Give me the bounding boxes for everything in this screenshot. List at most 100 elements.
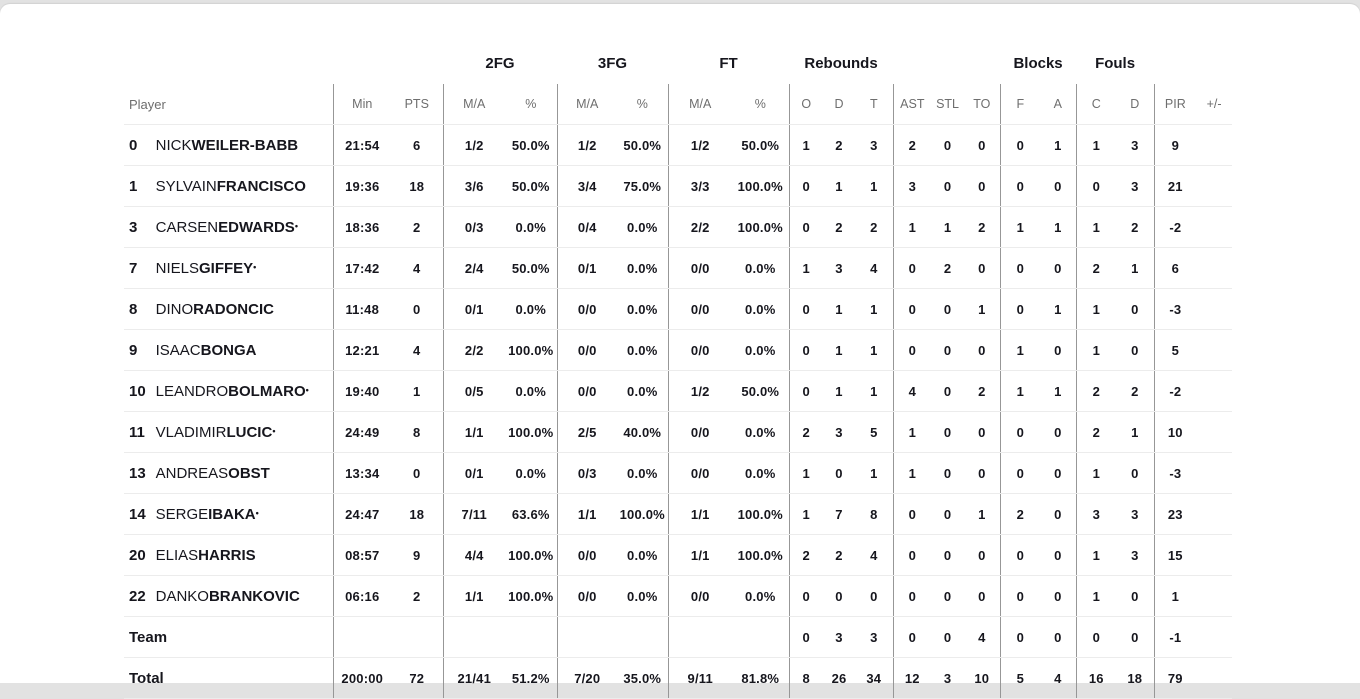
stat-reb-t: 5 bbox=[855, 411, 894, 453]
stat-reb-o: 0 bbox=[788, 616, 824, 658]
player-first-name: LEANDRO bbox=[155, 382, 229, 400]
stat-3fg-pct: 35.0% bbox=[617, 657, 668, 699]
stat-min: 200:00 bbox=[332, 657, 391, 699]
starter-marker: • bbox=[253, 261, 257, 272]
player-last-name: GIFFEY bbox=[198, 259, 254, 277]
player-first-name: ANDREAS bbox=[155, 464, 229, 482]
stat-pts: 4 bbox=[391, 329, 443, 371]
stat-plusminus bbox=[1196, 165, 1233, 207]
starter-marker: • bbox=[255, 507, 259, 518]
stat-2fg-pct: 51.2% bbox=[505, 657, 557, 699]
stat-pir: -2 bbox=[1153, 206, 1197, 248]
stat-blk-f: 0 bbox=[999, 288, 1041, 330]
stat-stl: 0 bbox=[931, 616, 965, 658]
stat-2fg-pct: 50.0% bbox=[505, 124, 557, 166]
stat-2fg-ma: 1/2 bbox=[442, 124, 505, 166]
stat-reb-t: 1 bbox=[855, 329, 894, 371]
player-cell: 14 SERGEIBAKA• bbox=[124, 493, 333, 535]
stat-reb-o: 1 bbox=[788, 452, 824, 494]
stat-blk-a: 0 bbox=[1040, 411, 1077, 453]
table-row: 8 DINORADONCIC 11:48 0 0/1 0.0% 0/0 0.0%… bbox=[124, 288, 1233, 330]
stat-ft-pct: 50.0% bbox=[732, 124, 790, 166]
stat-2fg-ma: 1/1 bbox=[442, 411, 505, 453]
stat-3fg-pct: 40.0% bbox=[617, 411, 668, 453]
col-header-3fg-pct: % bbox=[617, 84, 668, 125]
col-header-ast: AST bbox=[892, 84, 932, 125]
stat-stl: 2 bbox=[931, 247, 965, 289]
col-header-foul-d: D bbox=[1116, 84, 1155, 125]
stat-reb-t: 2 bbox=[855, 206, 894, 248]
table-row: 1 SYLVAINFRANCISCO 19:36 18 3/6 50.0% 3/… bbox=[124, 165, 1233, 207]
stat-pts: 72 bbox=[391, 657, 443, 699]
stat-min bbox=[332, 616, 391, 658]
stat-3fg-pct: 0.0% bbox=[617, 329, 668, 371]
col-header-3fg-ma: M/A bbox=[556, 84, 617, 125]
stat-blk-f: 0 bbox=[999, 575, 1041, 617]
player-last-name: IBAKA bbox=[208, 505, 256, 523]
stat-2fg-ma bbox=[442, 616, 505, 658]
stat-ast: 12 bbox=[892, 657, 932, 699]
stat-pir: 9 bbox=[1153, 124, 1197, 166]
stat-reb-t: 3 bbox=[855, 616, 894, 658]
player-first-name: CARSEN bbox=[155, 218, 219, 236]
stat-blk-a: 0 bbox=[1040, 247, 1077, 289]
player-first-name: SYLVAIN bbox=[155, 177, 217, 195]
stat-plusminus bbox=[1196, 452, 1233, 494]
stat-foul-c: 1 bbox=[1075, 452, 1117, 494]
stat-ft-ma: 0/0 bbox=[667, 452, 732, 494]
stat-plusminus bbox=[1196, 493, 1233, 535]
stat-reb-t: 1 bbox=[855, 288, 894, 330]
stat-ast: 0 bbox=[892, 575, 932, 617]
stat-3fg-pct: 0.0% bbox=[617, 370, 668, 412]
column-header-row: Player Min PTS M/A % M/A % M/A % O D T A… bbox=[124, 84, 1233, 125]
stat-blk-a: 0 bbox=[1040, 165, 1077, 207]
stat-ft-ma: 3/3 bbox=[667, 165, 732, 207]
row-label: Total bbox=[129, 669, 164, 687]
stat-ft-pct: 0.0% bbox=[732, 288, 790, 330]
stat-plusminus bbox=[1196, 329, 1233, 371]
stat-foul-c: 2 bbox=[1075, 370, 1117, 412]
stat-pts: 18 bbox=[391, 165, 443, 207]
stat-pts: 1 bbox=[391, 370, 443, 412]
col-header-foul-c: C bbox=[1075, 84, 1117, 125]
group-header-rebounds: Rebounds bbox=[804, 54, 878, 72]
stat-stl: 0 bbox=[931, 329, 965, 371]
stat-stl: 0 bbox=[931, 165, 965, 207]
stat-blk-a: 0 bbox=[1040, 493, 1077, 535]
stat-ft-pct: 100.0% bbox=[732, 493, 790, 535]
stat-reb-t: 34 bbox=[855, 657, 894, 699]
stat-pir: -1 bbox=[1153, 616, 1197, 658]
stat-blk-f: 1 bbox=[999, 329, 1041, 371]
stat-min: 06:16 bbox=[332, 575, 391, 617]
stat-3fg-pct: 75.0% bbox=[617, 165, 668, 207]
stat-min: 11:48 bbox=[332, 288, 391, 330]
group-header-3fg: 3FG bbox=[597, 54, 628, 72]
stat-2fg-ma: 0/5 bbox=[442, 370, 505, 412]
row-label: Team bbox=[129, 628, 168, 646]
stat-blk-a: 0 bbox=[1040, 534, 1077, 576]
col-header-reb-o: O bbox=[788, 84, 824, 125]
stat-plusminus bbox=[1196, 657, 1233, 699]
stat-min: 17:42 bbox=[332, 247, 391, 289]
stat-ft-ma: 1/2 bbox=[667, 370, 732, 412]
stat-3fg-ma: 0/0 bbox=[556, 329, 617, 371]
player-first-name: NIELS bbox=[155, 259, 199, 277]
stat-to: 2 bbox=[964, 206, 1001, 248]
stat-ft-ma bbox=[667, 616, 732, 658]
player-last-name: OBST bbox=[228, 464, 270, 482]
stat-plusminus bbox=[1196, 411, 1233, 453]
col-header-2fg-ma: M/A bbox=[442, 84, 505, 125]
group-spacer bbox=[1154, 42, 1232, 84]
starter-marker: • bbox=[305, 384, 309, 395]
stat-3fg-pct bbox=[617, 616, 668, 658]
stat-foul-c: 3 bbox=[1075, 493, 1117, 535]
stat-plusminus bbox=[1196, 288, 1233, 330]
stat-ft-pct: 100.0% bbox=[732, 206, 790, 248]
box-score-table: 2FG 3FG FT Rebounds Blocks Fouls Player … bbox=[124, 42, 1233, 699]
stat-ast: 1 bbox=[892, 411, 932, 453]
stat-pir: 15 bbox=[1153, 534, 1197, 576]
stat-plusminus bbox=[1196, 206, 1233, 248]
stat-foul-d: 0 bbox=[1116, 452, 1155, 494]
stat-3fg-ma: 0/4 bbox=[556, 206, 617, 248]
stat-foul-d: 1 bbox=[1116, 411, 1155, 453]
